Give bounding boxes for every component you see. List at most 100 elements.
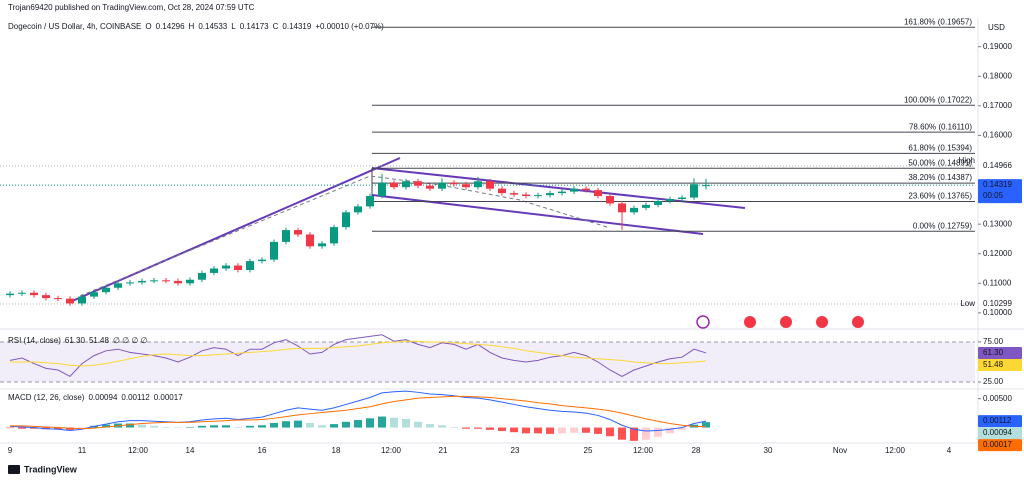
histogram-bar (414, 421, 422, 428)
candle-body (414, 181, 422, 186)
fib-label: 38.20% (0.14387) (908, 173, 972, 182)
event-icon[interactable] (696, 315, 710, 329)
macd-value-label: 0.00112 (983, 416, 1012, 425)
candle-body (282, 230, 290, 242)
candle-body (114, 283, 122, 288)
candle-body (378, 182, 386, 197)
pane-title: RSI (14, close) (8, 336, 61, 345)
event-icon[interactable] (744, 316, 756, 328)
candle-body (138, 280, 146, 283)
countdown: 00:05 (983, 191, 1004, 200)
event-icon[interactable] (780, 316, 792, 328)
event-icon[interactable] (852, 316, 864, 328)
candle-body (642, 204, 650, 208)
y-tick-label: 0.16000 (983, 131, 1012, 140)
candle-body (486, 181, 494, 189)
pane-value: 0.00017 (154, 393, 183, 402)
macd-value-label: 0.00017 (983, 440, 1012, 449)
event-icon[interactable] (816, 316, 828, 328)
histogram-bar (522, 427, 530, 434)
candle-body (330, 227, 338, 244)
ohlc-value: 0.14173 (240, 22, 269, 31)
pane-value: 0.00094 (88, 393, 117, 402)
y-tick-label: 0.18000 (983, 71, 1012, 80)
candle-body (582, 188, 590, 191)
candle-body (654, 201, 662, 205)
x-tick-label: 9 (8, 446, 13, 455)
fib-label: 100.00% (0.17022) (904, 95, 972, 104)
candle-body (498, 188, 506, 194)
histogram-bar (234, 426, 242, 428)
y-tick-label: 0.12000 (983, 249, 1012, 258)
ohlc-key: O (145, 22, 151, 31)
candle-body (546, 193, 554, 196)
histogram-bar (222, 425, 230, 428)
histogram-bar (630, 427, 638, 441)
histogram-bar (66, 427, 74, 430)
pane-title: MACD (12, 26, close) (8, 393, 85, 402)
histogram-bar (462, 427, 470, 429)
candle-body (306, 234, 314, 247)
candle-body (402, 181, 410, 188)
histogram-bar (390, 417, 398, 428)
histogram-bar (78, 427, 86, 429)
y-tick-label: 0.17000 (983, 101, 1012, 110)
histogram-bar (174, 427, 182, 429)
high-value: 0.14966 (983, 161, 1012, 170)
candle-body (90, 292, 98, 297)
candle-body (234, 265, 242, 270)
candle-body (426, 185, 434, 189)
candle-body (198, 272, 206, 280)
candle-body (78, 296, 86, 304)
symbol: Dogecoin / US Dollar, 4h, COINBASE (8, 22, 141, 31)
high-caption: High (959, 156, 975, 165)
candle-body (54, 298, 62, 300)
candle-body (474, 181, 482, 188)
currency[interactable]: USD (988, 23, 1005, 32)
fib-label: 161.80% (0.19657) (904, 17, 972, 26)
ohlc-value: 0.14533 (198, 22, 227, 31)
candle-body (390, 182, 398, 188)
histogram-bar (594, 427, 602, 434)
histogram-bar (498, 427, 506, 432)
x-tick-label: 18 (332, 446, 341, 455)
histogram-bar (282, 421, 290, 428)
candle-body (630, 207, 638, 213)
candle-body (246, 261, 254, 270)
candle-body (318, 243, 326, 247)
histogram-bar (474, 427, 482, 429)
trend-line (69, 157, 401, 303)
x-tick-label: 4 (947, 446, 952, 455)
ohlc-key: C (273, 22, 279, 31)
histogram-bar (102, 424, 110, 428)
rsi-line (10, 340, 707, 367)
ohlc-value: 0.14296 (156, 22, 185, 31)
candle-body (6, 293, 14, 296)
candle-body (366, 196, 374, 207)
candle-body (594, 190, 602, 197)
histogram-bar (618, 427, 626, 440)
rsi-line (9, 334, 707, 378)
histogram-bar (510, 427, 518, 433)
histogram-bar (558, 427, 566, 434)
last-price-box (978, 179, 1022, 204)
histogram-bar (246, 425, 254, 428)
x-tick-label: 25 (584, 446, 593, 455)
y-tick-label: 0.00500 (983, 394, 1012, 403)
pane-value: 61.30 (65, 336, 86, 345)
candle-body (66, 298, 74, 304)
candle-body (438, 182, 446, 189)
candle-body (150, 280, 158, 282)
histogram-bar (30, 427, 38, 429)
macd-line (9, 390, 707, 432)
fib-label: 0.00% (0.12759) (913, 221, 972, 230)
pane-value: 0.00112 (121, 393, 150, 402)
histogram-bar (570, 427, 578, 433)
low-value: 0.10299 (983, 299, 1012, 308)
candle-body (42, 295, 50, 299)
histogram-bar (606, 427, 614, 437)
candle-body (102, 287, 110, 293)
x-tick-label: 30 (764, 446, 773, 455)
macd-value-box (978, 439, 1022, 452)
